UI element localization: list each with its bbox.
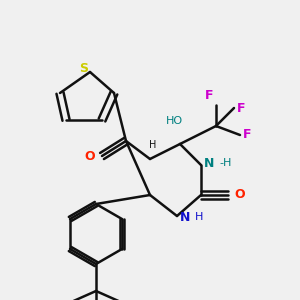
Text: F: F bbox=[205, 89, 213, 102]
Text: F: F bbox=[243, 128, 251, 142]
Text: H: H bbox=[195, 212, 203, 223]
Text: F: F bbox=[237, 101, 245, 115]
Text: S: S bbox=[80, 62, 88, 76]
Text: H: H bbox=[149, 140, 157, 150]
Text: O: O bbox=[85, 149, 95, 163]
Text: -H: -H bbox=[219, 158, 231, 169]
Text: N: N bbox=[180, 211, 190, 224]
Text: N: N bbox=[204, 157, 214, 170]
Text: HO: HO bbox=[165, 116, 183, 126]
Text: O: O bbox=[234, 188, 244, 202]
